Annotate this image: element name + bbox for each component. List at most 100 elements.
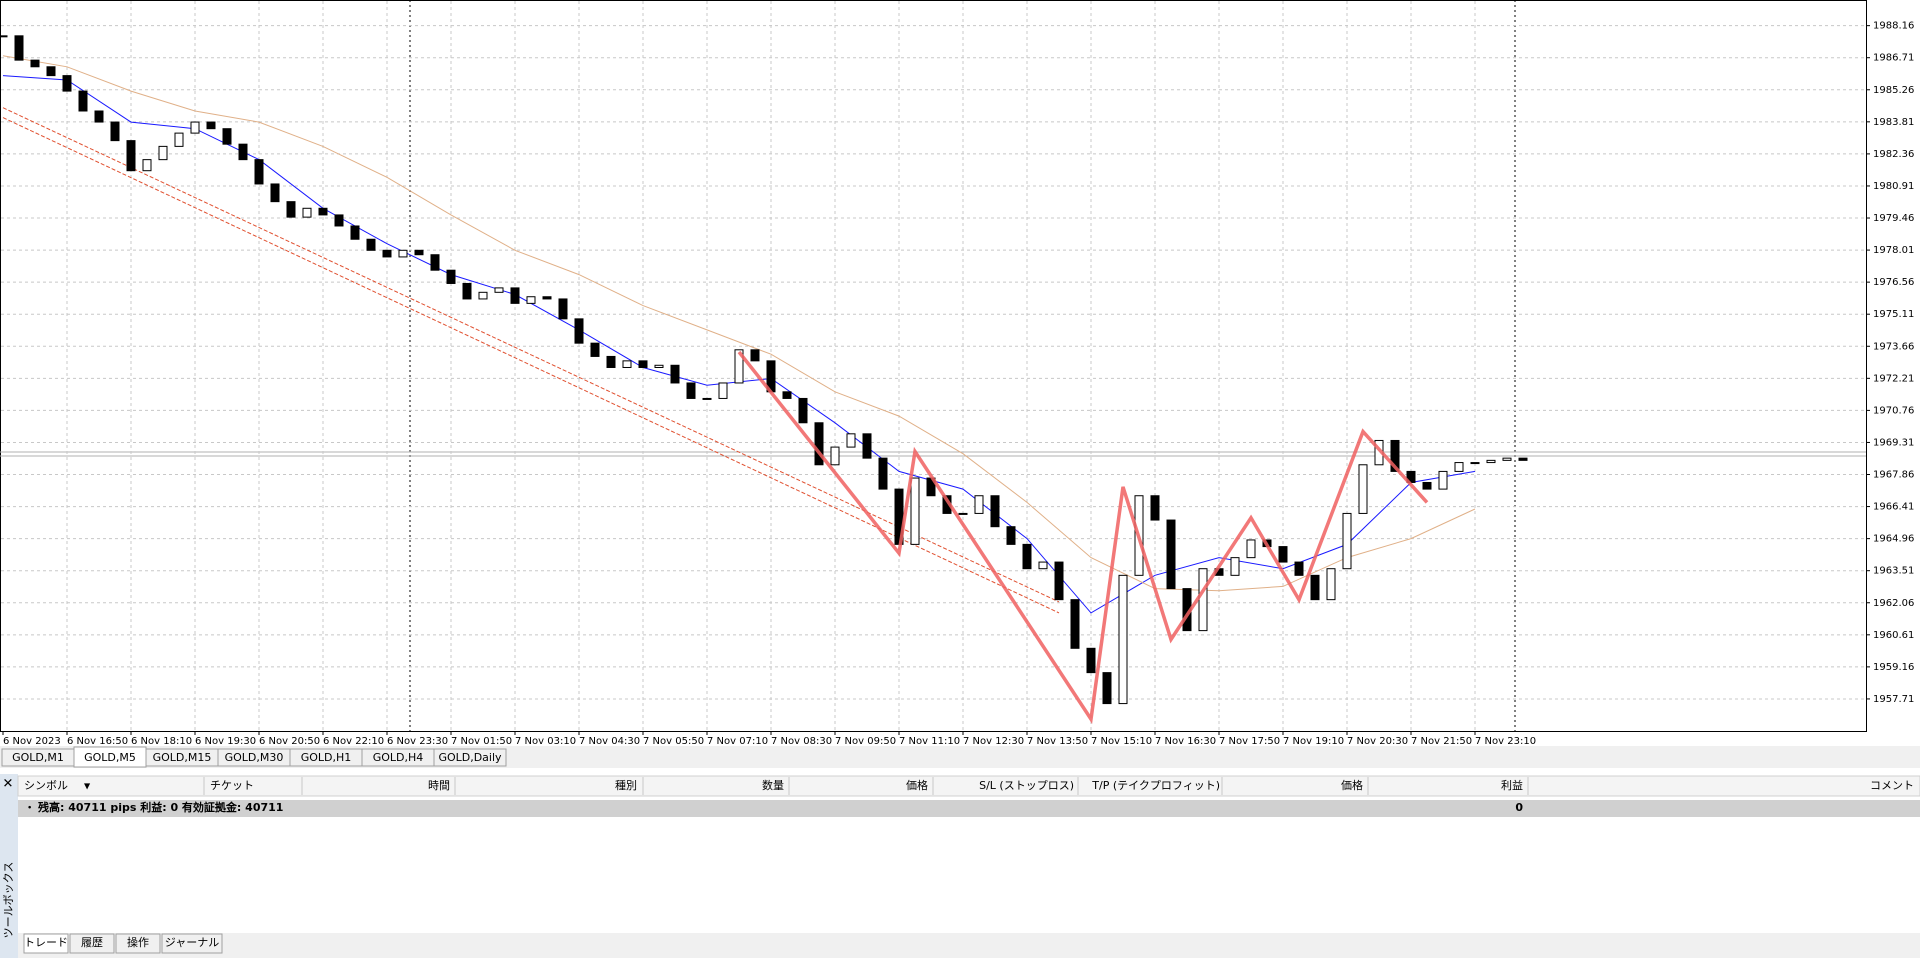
- bottom-tab[interactable]: [69, 933, 115, 954]
- x-tick-label: 7 Nov 12:30: [963, 736, 1024, 747]
- candle: [222, 128, 232, 145]
- candle: [1422, 481, 1432, 490]
- symbol-tab-label: GOLD,M5: [84, 751, 136, 764]
- candle: [446, 269, 456, 284]
- candle: [334, 214, 344, 227]
- y-tick-label: 1978.01: [1873, 245, 1914, 256]
- candle: [1470, 462, 1480, 465]
- candle: [318, 207, 328, 216]
- x-tick-label: 6 Nov 23:30: [387, 736, 448, 747]
- close-button[interactable]: ✕: [3, 777, 14, 792]
- chart-frame: [0, 0, 1867, 732]
- candle: [1278, 546, 1288, 563]
- y-tick-label: 1962.06: [1873, 598, 1914, 609]
- candle: [670, 364, 680, 384]
- y-tick-label: 1985.26: [1873, 85, 1914, 96]
- candle: [1358, 464, 1368, 514]
- column-header[interactable]: シンボル: [24, 779, 68, 792]
- candle: [862, 433, 872, 459]
- candle: [1230, 557, 1240, 576]
- side-label: ツールボックス: [2, 862, 15, 939]
- column-header[interactable]: 価格: [906, 778, 928, 792]
- y-tick-label: 1957.71: [1873, 694, 1914, 705]
- bottom-tab[interactable]: [161, 933, 223, 954]
- candle: [366, 238, 376, 251]
- candle: [0, 35, 8, 38]
- candle: [1006, 526, 1016, 545]
- candle: [238, 143, 248, 161]
- candle: [462, 282, 472, 300]
- candle: [1454, 462, 1464, 472]
- candle: [62, 75, 72, 92]
- bottom-tab[interactable]: [115, 933, 161, 954]
- candle: [142, 159, 152, 172]
- column-header[interactable]: 時間: [428, 779, 450, 792]
- candle: [558, 298, 568, 320]
- x-tick-label: 7 Nov 23:10: [1475, 736, 1536, 747]
- x-tick-label: 7 Nov 17:50: [1219, 736, 1280, 747]
- candle: [958, 512, 968, 515]
- x-tick-label: 6 Nov 19:30: [195, 736, 256, 747]
- candle: [734, 349, 744, 384]
- y-tick-label: 1972.21: [1873, 373, 1914, 384]
- candle: [286, 201, 296, 218]
- y-tick-label: 1967.86: [1873, 470, 1914, 481]
- x-tick-label: 7 Nov 20:30: [1347, 736, 1408, 747]
- x-tick-label: 7 Nov 03:10: [515, 736, 576, 747]
- y-tick-label: 1982.36: [1873, 149, 1914, 160]
- column-header[interactable]: 利益: [1501, 778, 1523, 792]
- candle: [1390, 439, 1400, 472]
- y-tick-label: 1964.96: [1873, 534, 1914, 545]
- column-header[interactable]: 種別: [615, 778, 637, 792]
- candle: [510, 287, 520, 304]
- balance-text: 残高: 40711 pips 利益: 0 有効証拠金: 40711: [38, 800, 283, 814]
- channel-line: [2, 107, 1060, 603]
- candle: [382, 249, 392, 258]
- candle: [1502, 457, 1512, 461]
- symbol-tab-label: GOLD,Daily: [438, 751, 502, 764]
- candle: [30, 59, 40, 68]
- candle: [46, 66, 56, 77]
- candle: [254, 159, 264, 185]
- candle: [606, 355, 616, 368]
- x-tick-label: 6 Nov 20:50: [259, 736, 320, 747]
- candle: [1438, 470, 1448, 490]
- column-header[interactable]: コメント: [1870, 779, 1914, 792]
- bottom-tab[interactable]: [23, 933, 69, 954]
- x-tick-label: 7 Nov 09:50: [835, 736, 896, 747]
- x-tick-label: 6 Nov 2023: [3, 736, 61, 747]
- x-tick-label: 6 Nov 22:10: [323, 736, 384, 747]
- column-header[interactable]: T/P (テイクプロフィット): [1091, 779, 1220, 792]
- candle: [590, 342, 600, 357]
- candle: [750, 349, 760, 362]
- candle: [1038, 561, 1048, 570]
- y-tick-label: 1986.71: [1873, 53, 1914, 64]
- y-tick-label: 1966.41: [1873, 502, 1914, 513]
- candle: [1150, 495, 1160, 521]
- candle: [574, 318, 584, 344]
- x-tick-label: 7 Nov 08:30: [771, 736, 832, 747]
- column-header[interactable]: 数量: [762, 779, 784, 792]
- candle: [414, 249, 424, 256]
- column-header[interactable]: チケット: [210, 779, 254, 792]
- y-tick-label: 1963.51: [1873, 566, 1914, 577]
- column-header[interactable]: S/L (ストップロス): [979, 779, 1074, 792]
- y-tick-label: 1973.66: [1873, 341, 1914, 352]
- zigzag: [737, 350, 1429, 724]
- x-tick-label: 7 Nov 05:50: [643, 736, 704, 747]
- y-tick-label: 1975.11: [1873, 309, 1914, 320]
- candle: [686, 382, 696, 399]
- symbol-tab[interactable]: [433, 748, 507, 767]
- candle: [1118, 574, 1128, 705]
- candle: [494, 287, 504, 293]
- sort-arrow: ▼: [84, 782, 91, 791]
- candle: [846, 433, 856, 448]
- candle: [718, 382, 728, 399]
- candle: [798, 397, 808, 424]
- channel-line: [2, 117, 1060, 614]
- column-header[interactable]: 価格: [1341, 778, 1363, 792]
- candle: [1198, 568, 1208, 632]
- candle: [1166, 519, 1176, 590]
- candle: [654, 364, 664, 368]
